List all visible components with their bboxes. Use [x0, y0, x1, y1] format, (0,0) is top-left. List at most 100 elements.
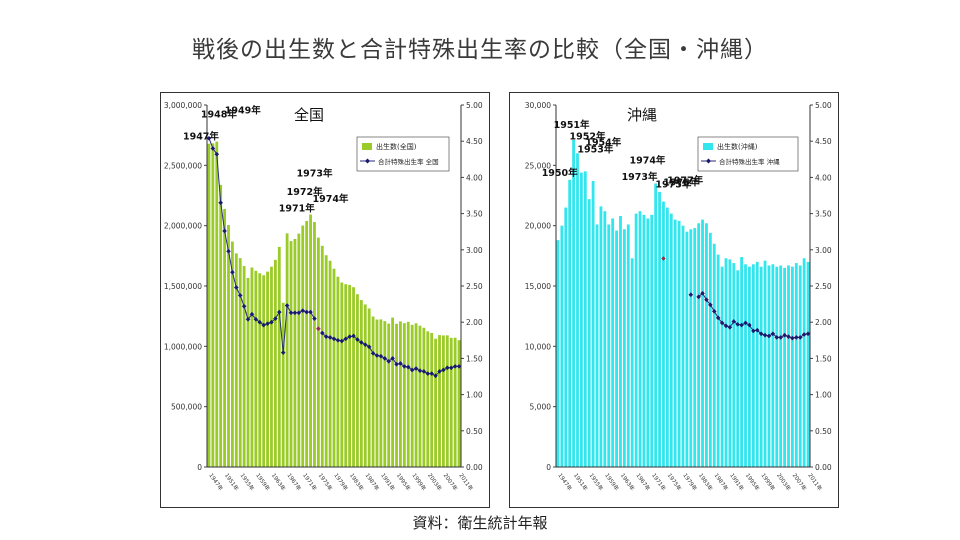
rate-marker	[386, 358, 392, 364]
bar	[763, 260, 767, 467]
rate-marker	[441, 367, 446, 373]
x-axis-tick-label: 1963年	[270, 472, 288, 493]
rate-marker	[300, 308, 306, 313]
rate-marker	[284, 303, 290, 308]
bar	[223, 209, 226, 468]
rate-marker	[704, 297, 709, 303]
rate-marker	[778, 335, 783, 340]
page-title: 戦後の出生数と合計特殊出生率の比較（全国・沖縄）	[192, 37, 768, 63]
rate-marker	[708, 302, 713, 308]
rate-marker	[335, 338, 341, 343]
x-axis-tick-label: 2003年	[426, 472, 444, 493]
bar	[281, 302, 285, 467]
bar	[211, 143, 215, 467]
x-axis-tick-label: 1955年	[239, 472, 257, 493]
rate-marker	[743, 320, 748, 326]
year-annotation: 1953年	[577, 144, 613, 156]
year-annotation: 1976年	[663, 177, 699, 189]
bar	[242, 266, 246, 467]
rate-marker	[308, 309, 313, 315]
y2-axis-tick-label: 1.50	[815, 354, 832, 363]
rate-marker	[456, 364, 462, 369]
bar	[669, 213, 673, 467]
bar	[258, 273, 262, 467]
rate-marker	[292, 310, 298, 316]
y-axis-tick-label: 5,000	[530, 403, 552, 412]
bar	[262, 275, 266, 467]
rate-marker	[452, 364, 458, 369]
bar	[720, 266, 724, 467]
rate-marker	[417, 368, 423, 374]
rate-marker	[222, 228, 227, 234]
x-axis-tick-label: 1947年	[556, 472, 574, 493]
x-axis-tick-label: 1979年	[681, 472, 699, 493]
rate-marker	[296, 310, 302, 316]
x-axis-tick-label: 1967年	[285, 472, 303, 493]
y-axis-tick-label: 10,000	[525, 342, 551, 351]
x-axis-tick-label: 1967年	[634, 472, 652, 493]
source-note: 資料：衛生統計年報	[412, 514, 548, 532]
rate-marker	[327, 335, 333, 340]
rate-marker	[805, 331, 811, 337]
bar	[371, 316, 375, 467]
bar	[348, 284, 352, 467]
rate-marker	[362, 342, 368, 347]
bar	[568, 179, 572, 467]
bar	[426, 331, 430, 467]
rate-marker	[719, 320, 725, 326]
rate-marker	[312, 316, 317, 321]
bar	[806, 261, 810, 467]
bar	[576, 153, 579, 467]
rate-marker	[751, 328, 756, 334]
y-axis-tick-label: 20,000	[525, 222, 551, 231]
bar	[219, 184, 223, 467]
bar	[685, 231, 689, 467]
bar	[367, 308, 371, 467]
bar	[227, 225, 230, 467]
rate-marker	[429, 371, 434, 376]
y2-axis-tick-label: 4.00	[466, 173, 483, 182]
y2-axis-tick-label: 1.50	[466, 354, 483, 363]
legend-bar-swatch	[703, 143, 713, 150]
rate-marker	[374, 353, 380, 358]
y-axis-tick-label: 0	[197, 463, 202, 472]
y-axis-tick-label: 30,000	[525, 101, 551, 110]
rate-marker	[237, 293, 243, 298]
y2-axis-tick-label: 2.50	[466, 282, 483, 291]
rate-marker	[280, 350, 286, 355]
rate-marker	[359, 340, 364, 345]
bar	[697, 223, 701, 467]
rate-marker	[754, 327, 760, 333]
rate-marker	[319, 330, 325, 336]
y2-axis-tick-label: 4.00	[815, 173, 832, 182]
legend-box	[697, 136, 799, 172]
rate-marker	[731, 319, 737, 324]
bar	[794, 263, 798, 467]
rate-marker	[316, 326, 321, 332]
y2-axis-tick-label: 4.50	[815, 137, 832, 146]
year-annotation: 1949年	[225, 105, 261, 117]
rate-marker	[727, 324, 733, 330]
bar	[320, 245, 324, 467]
rate-marker	[421, 369, 427, 374]
bar	[328, 260, 332, 467]
bar	[375, 319, 379, 467]
bar	[387, 323, 391, 467]
bar	[748, 266, 751, 467]
bar	[587, 199, 591, 467]
bar	[434, 338, 438, 467]
rate-marker	[774, 335, 780, 340]
rate-marker	[355, 337, 360, 342]
legend-marker-swatch	[365, 158, 370, 164]
rate-marker	[402, 364, 407, 369]
panel-title: 全国	[294, 106, 324, 124]
bar	[277, 246, 281, 467]
rate-marker	[226, 248, 231, 254]
rate-marker	[378, 353, 384, 359]
y2-axis-tick-label: 4.50	[466, 137, 483, 146]
bar	[556, 240, 560, 467]
bar	[238, 258, 242, 467]
x-axis-tick-label: 1975年	[317, 472, 335, 493]
rate-marker	[241, 303, 247, 309]
bar	[395, 323, 398, 467]
